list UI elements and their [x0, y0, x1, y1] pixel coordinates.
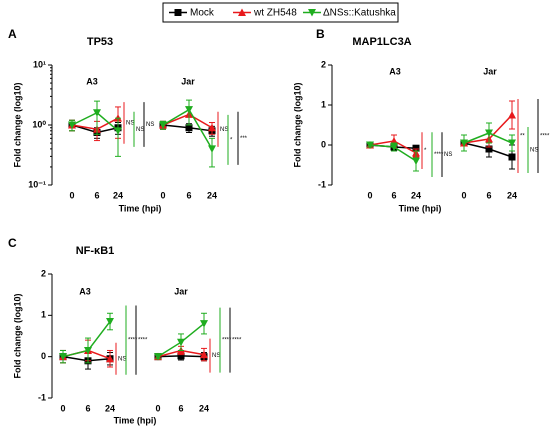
group-label: Jar	[174, 286, 188, 296]
y-tick-label: 10⁻¹	[28, 179, 46, 189]
significance-label: NS	[220, 127, 228, 133]
legend-label: ΔNSs::Katushka	[323, 8, 396, 19]
x-tick-label: 24	[105, 403, 115, 413]
significance-label: NS	[530, 148, 538, 154]
panel-title: MAP1LC3A	[352, 36, 411, 48]
significance-label: *	[424, 148, 427, 154]
y-tick-label: 10⁰	[32, 119, 46, 129]
data-point	[485, 129, 493, 137]
significance-label: **	[520, 134, 525, 140]
x-tick-label: 0	[160, 190, 165, 200]
data-point	[106, 318, 114, 326]
data-point	[154, 353, 162, 361]
significance-label: ****	[540, 134, 550, 140]
legend-marker	[238, 8, 246, 16]
significance-label: ****	[434, 152, 444, 158]
legend-box	[162, 2, 399, 23]
x-tick-label: 6	[486, 190, 491, 200]
y-tick-label: 0	[321, 139, 326, 149]
x-tick-label: 24	[199, 403, 209, 413]
significance-label: ***	[240, 136, 248, 142]
y-axis-label: Fold change (log10)	[12, 293, 22, 378]
x-tick-label: 6	[391, 190, 396, 200]
y-tick-label: 1	[41, 310, 46, 320]
x-tick-label: 24	[411, 190, 421, 200]
data-point	[412, 157, 420, 165]
group-label: A3	[86, 76, 98, 86]
x-axis-label: Time (hpi)	[399, 203, 442, 213]
x-tick-label: 24	[507, 190, 517, 200]
data-point	[508, 153, 516, 161]
x-tick-label: 6	[85, 403, 90, 413]
significance-label: ****	[128, 338, 138, 344]
x-tick-label: 0	[461, 190, 466, 200]
significance-label: NS	[126, 121, 134, 127]
data-point	[177, 338, 185, 347]
group-label: A3	[79, 286, 91, 296]
panel-label: A	[8, 27, 17, 41]
x-tick-label: 24	[207, 190, 217, 200]
legend-label: Mock	[190, 8, 215, 19]
data-point	[200, 350, 208, 359]
x-tick-label: 6	[186, 190, 191, 200]
data-point	[185, 124, 193, 132]
significance-label: ****	[138, 338, 148, 344]
group-label: Jar	[181, 76, 195, 86]
data-point	[59, 353, 67, 361]
y-axis-label: Fold change (log10)	[292, 82, 302, 167]
legend-marker	[308, 9, 316, 17]
x-tick-label: 0	[60, 403, 65, 413]
significance-label: ****	[232, 338, 242, 344]
group-label: Jar	[483, 66, 497, 76]
x-tick-label: 24	[113, 190, 123, 200]
data-point	[159, 121, 167, 129]
y-tick-label: -1	[318, 179, 326, 189]
data-point	[185, 106, 193, 114]
y-tick-label: 10¹	[33, 59, 46, 69]
y-tick-label: 0	[41, 351, 46, 361]
x-tick-label: 6	[94, 190, 99, 200]
panel-label: B	[316, 27, 325, 41]
x-axis-label: Time (hpi)	[114, 415, 157, 425]
x-axis-label: Time (hpi)	[119, 203, 162, 213]
y-tick-label: -1	[38, 392, 46, 402]
data-point	[460, 139, 468, 147]
significance-label: NS	[444, 152, 452, 158]
significance-label: NS	[212, 353, 220, 359]
data-point	[68, 121, 76, 129]
significance-label: NS	[136, 127, 144, 133]
panel-title: TP53	[87, 36, 113, 48]
significance-label: NS	[146, 122, 154, 128]
legend-label: wt ZH548	[253, 8, 297, 19]
y-tick-label: 2	[321, 59, 326, 69]
data-point	[93, 109, 101, 117]
significance-label: NS	[118, 356, 126, 362]
data-point	[177, 352, 185, 360]
data-point	[106, 354, 114, 363]
y-axis-label: Fold change (log10)	[12, 82, 22, 167]
legend-marker	[174, 9, 182, 16]
data-point	[390, 143, 398, 151]
data-point	[208, 145, 216, 153]
group-label: A3	[389, 66, 401, 76]
x-tick-label: 0	[69, 190, 74, 200]
data-point	[84, 346, 92, 355]
significance-label: *	[230, 137, 233, 143]
data-point	[114, 127, 122, 135]
panel-title: NF-κB1	[76, 245, 115, 257]
data-point	[508, 139, 516, 147]
y-tick-label: 2	[41, 268, 46, 278]
x-tick-label: 6	[178, 403, 183, 413]
x-tick-label: 0	[367, 190, 372, 200]
data-point	[200, 320, 208, 328]
y-tick-label: 1	[321, 99, 326, 109]
data-point	[208, 123, 216, 132]
data-point	[412, 144, 420, 152]
x-tick-label: 0	[155, 403, 160, 413]
data-point	[508, 111, 516, 119]
panel-label: C	[8, 236, 17, 250]
significance-label: ****	[222, 338, 232, 344]
data-point	[366, 141, 374, 149]
